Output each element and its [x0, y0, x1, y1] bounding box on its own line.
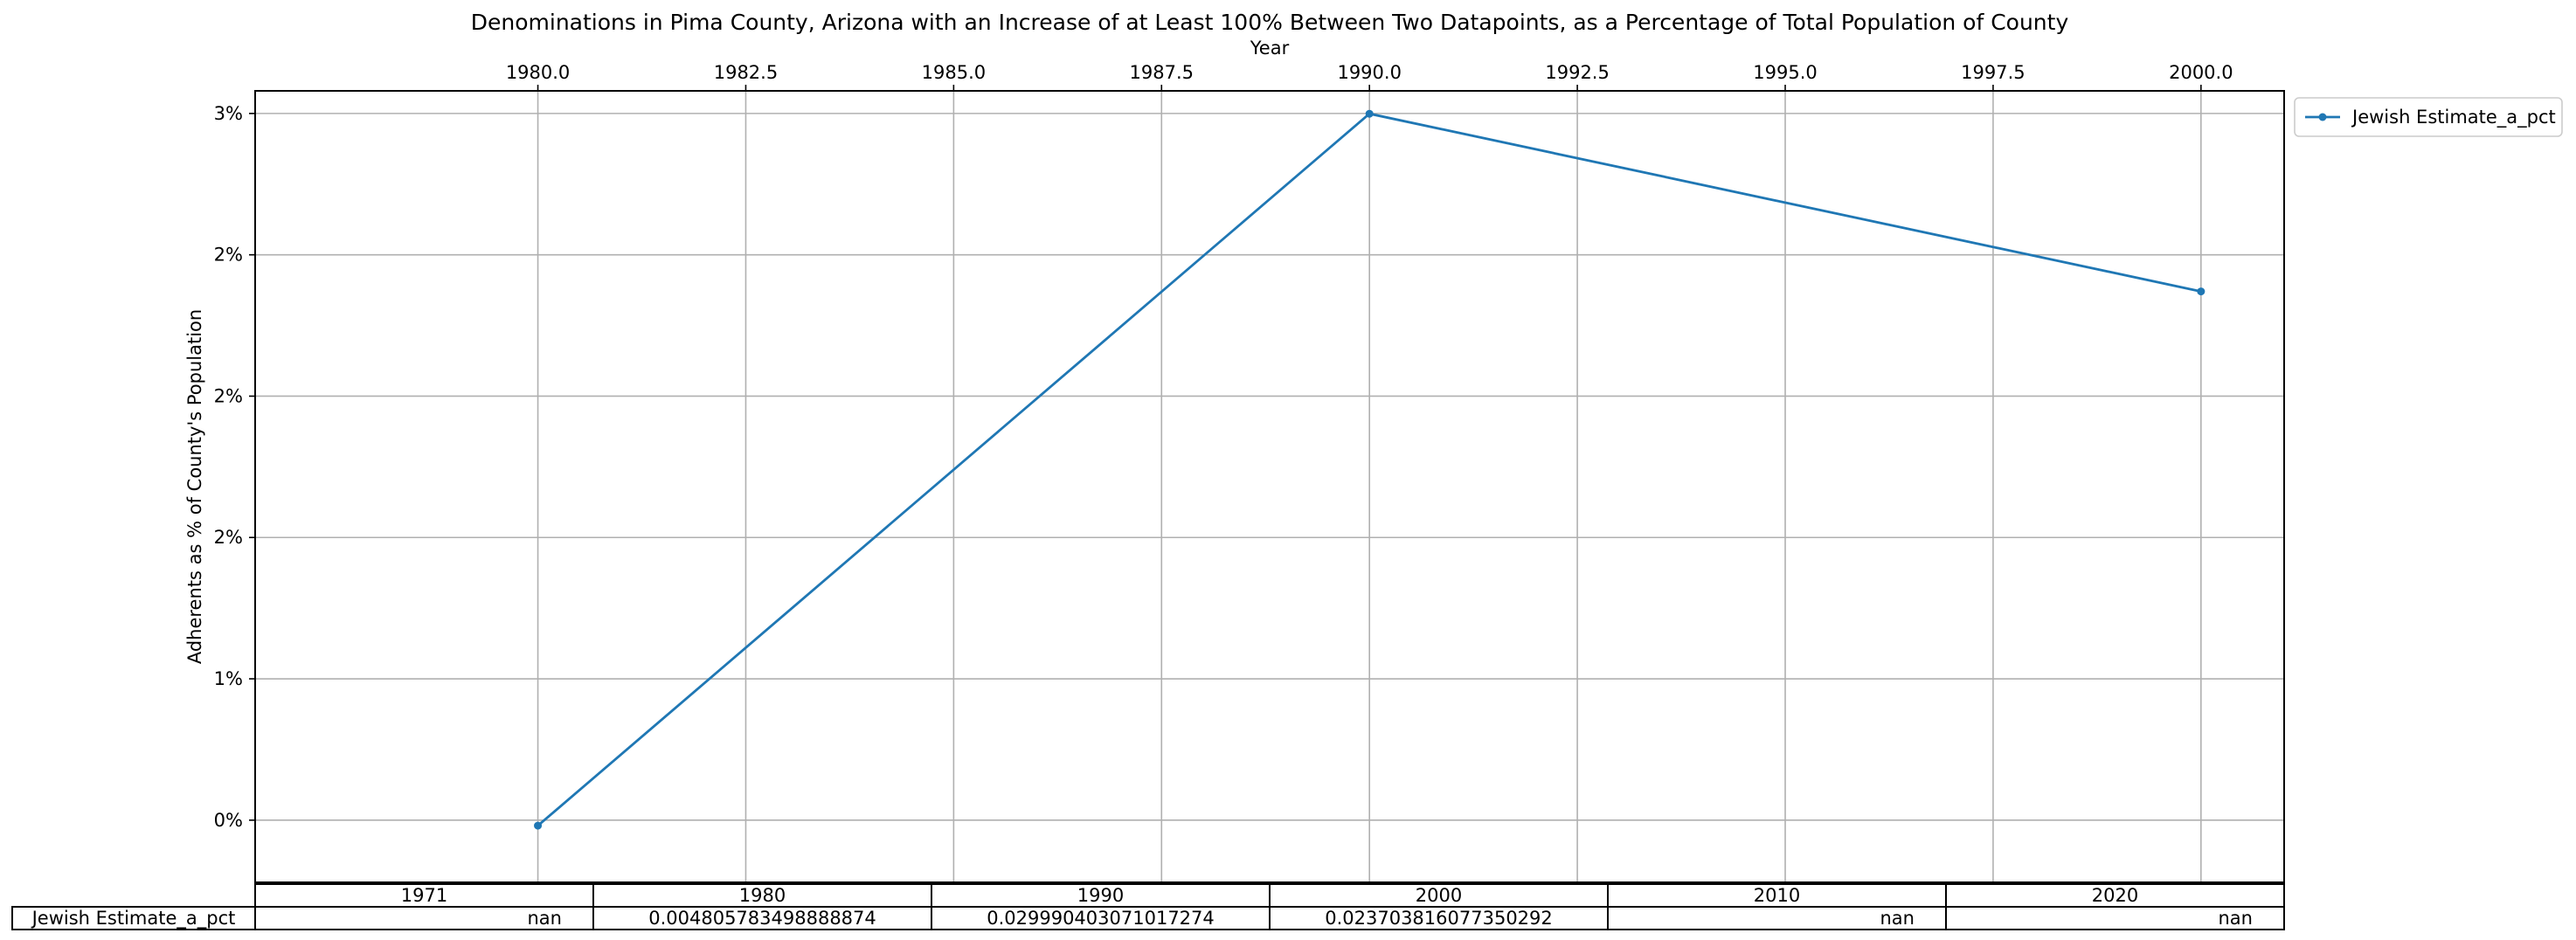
data-point	[1365, 109, 1374, 118]
legend-marker	[2318, 113, 2327, 121]
table-column-header: 2000	[1416, 885, 1462, 906]
plot-frame	[254, 90, 2285, 883]
x-axis-ticks: 1980.0 1982.5 1985.0 1987.5 1990.0 1992.5 1995…	[506, 62, 2233, 91]
table-cell: 0.004805783498888874	[648, 908, 876, 929]
table-row-label: Jewish Estimate_a_pct	[31, 908, 236, 930]
table-cell: nan	[2219, 908, 2254, 929]
x-axis-label: Year	[1250, 38, 1290, 59]
table-cell: nan	[1880, 908, 1915, 929]
table-column-header: 2010	[1754, 885, 1800, 906]
legend-box	[2294, 97, 2563, 137]
table-row-label-border	[11, 906, 256, 930]
chart-title: Denominations in Pima County, Arizona wi…	[471, 10, 2069, 35]
x-tick-label: 2000.0	[2169, 62, 2233, 83]
y-axis-label: Adherents as % of County's Population	[184, 309, 205, 664]
legend: Jewish Estimate_a_pct	[2294, 97, 2563, 137]
table-column-header: 1980	[739, 885, 786, 906]
x-tick-label: 1995.0	[1753, 62, 1817, 83]
y-tick-label: 2%	[214, 245, 243, 266]
table-column-header: 1971	[401, 885, 447, 906]
data-table: 1971 1980 1990 2000 2010 2020 Jewish Estimate_…	[11, 883, 2285, 930]
table-cell: nan	[528, 908, 563, 929]
table-cell: 0.023703816077350292	[1325, 908, 1553, 929]
y-axis-ticks: 0% 1% 2% 2% 2% 3%	[214, 103, 255, 831]
y-tick-label: 3%	[214, 103, 243, 124]
x-tick-label: 1982.5	[714, 62, 778, 83]
x-tick-label: 1997.5	[1961, 62, 2025, 83]
table-column-header: 2020	[2092, 885, 2138, 906]
x-tick-label: 1985.0	[922, 62, 986, 83]
x-tick-label: 1990.0	[1337, 62, 1401, 83]
x-tick-label: 1987.5	[1130, 62, 1194, 83]
series-layer	[534, 109, 2206, 830]
y-tick-label: 2%	[214, 385, 243, 406]
y-tick-label: 2%	[214, 527, 243, 548]
x-tick-label: 1992.5	[1545, 62, 1609, 83]
data-point	[2197, 287, 2206, 296]
data-point	[534, 821, 543, 830]
table-cell: 0.029990403071017274	[987, 908, 1215, 929]
y-tick-label: 1%	[214, 668, 243, 689]
table-column-header: 1990	[1077, 885, 1124, 906]
y-tick-label: 0%	[214, 810, 243, 831]
legend-entry-label: Jewish Estimate_a_pct	[2351, 107, 2556, 128]
x-tick-label: 1980.0	[506, 62, 570, 83]
grid-lines	[255, 91, 2284, 882]
